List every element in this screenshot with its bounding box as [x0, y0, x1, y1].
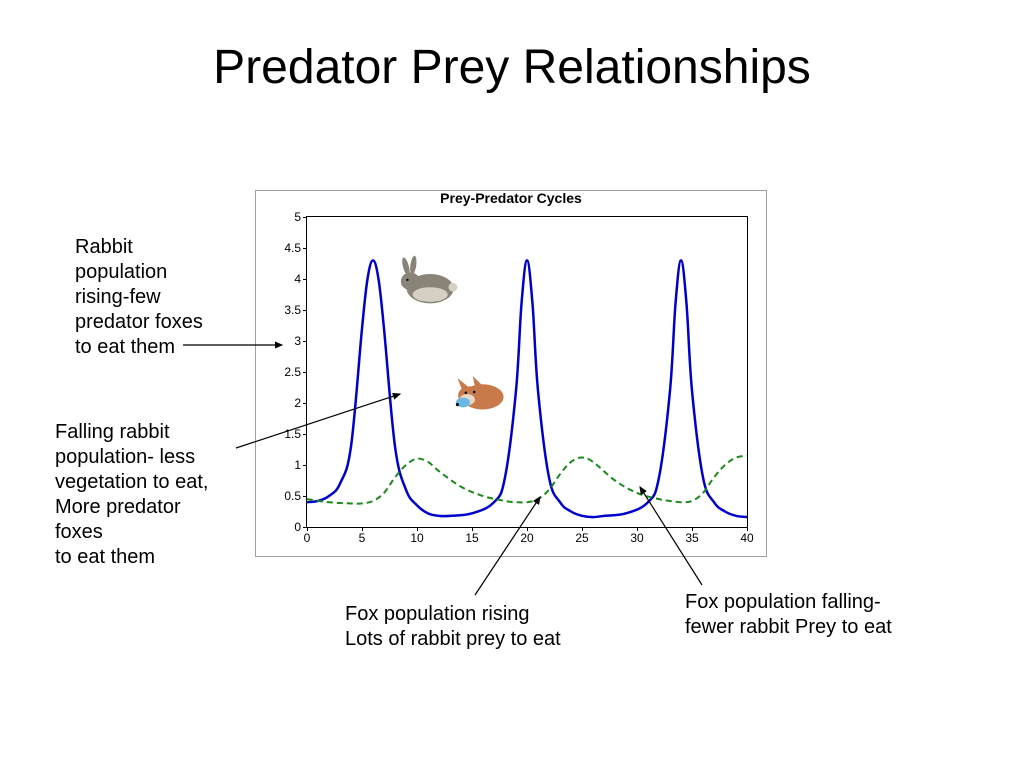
ytick-mark — [303, 465, 307, 466]
ytick-label: 1.5 — [261, 427, 301, 441]
ytick-label: 3.5 — [261, 303, 301, 317]
ytick-mark — [303, 217, 307, 218]
xtick-mark — [527, 527, 528, 531]
xtick-mark — [582, 527, 583, 531]
ytick-mark — [303, 310, 307, 311]
ytick-mark — [303, 279, 307, 280]
xtick-mark — [472, 527, 473, 531]
ytick-label: 2.5 — [261, 365, 301, 379]
ytick-label: 4 — [261, 272, 301, 286]
xtick-label: 30 — [630, 531, 643, 545]
xtick-mark — [362, 527, 363, 531]
ytick-label: 1 — [261, 458, 301, 472]
annotation-fox-rising: Fox population rising Lots of rabbit pre… — [345, 602, 625, 652]
ytick-mark — [303, 341, 307, 342]
xtick-mark — [307, 527, 308, 531]
xtick-mark — [692, 527, 693, 531]
ytick-label: 2 — [261, 396, 301, 410]
page-title: Predator Prey Relationships — [0, 40, 1024, 95]
ytick-label: 3 — [261, 334, 301, 348]
ytick-label: 0 — [261, 520, 301, 534]
fox-icon — [442, 367, 512, 417]
xtick-label: 15 — [465, 531, 478, 545]
xtick-label: 5 — [359, 531, 366, 545]
series-predator — [307, 456, 747, 504]
xtick-mark — [417, 527, 418, 531]
xtick-label: 40 — [740, 531, 753, 545]
ytick-mark — [303, 248, 307, 249]
annotation-fox-falling: Fox population falling-fewer rabbit Prey… — [685, 590, 895, 640]
slide: Predator Prey Relationships Rabbit popul… — [0, 0, 1024, 768]
ytick-mark — [303, 403, 307, 404]
plot-area: 00.511.522.533.544.550510152025303540 — [306, 216, 748, 528]
chart-title: Prey-Predator Cycles — [256, 190, 766, 206]
ytick-mark — [303, 496, 307, 497]
ytick-mark — [303, 434, 307, 435]
chart-container: Prey-Predator Cycles — [255, 190, 767, 557]
xtick-label: 35 — [685, 531, 698, 545]
rabbit-icon — [389, 252, 464, 307]
annotation-rabbit-rising: Rabbit population rising-few predator fo… — [75, 235, 215, 360]
ytick-mark — [303, 372, 307, 373]
ytick-label: 4.5 — [261, 241, 301, 255]
xtick-label: 25 — [575, 531, 588, 545]
xtick-label: 10 — [410, 531, 423, 545]
series-svg — [307, 217, 747, 527]
xtick-mark — [637, 527, 638, 531]
annotation-falling-rabbit: Falling rabbit population- less vegetati… — [55, 420, 235, 570]
ytick-label: 0.5 — [261, 489, 301, 503]
ytick-label: 5 — [261, 210, 301, 224]
xtick-label: 0 — [304, 531, 311, 545]
series-prey — [307, 260, 747, 517]
xtick-label: 20 — [520, 531, 533, 545]
xtick-mark — [747, 527, 748, 531]
